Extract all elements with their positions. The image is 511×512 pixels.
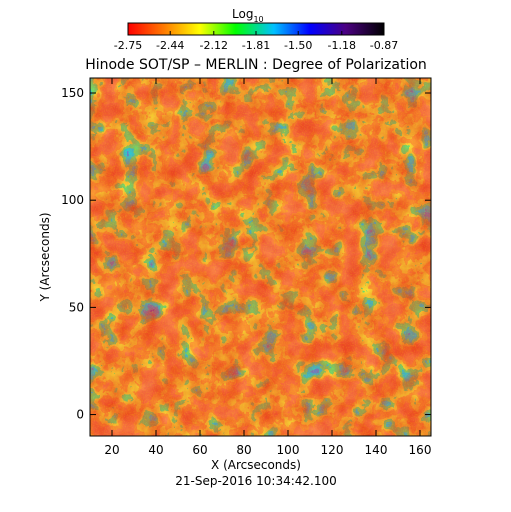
x-tick-label: 60 <box>192 443 207 457</box>
timestamp: 21-Sep-2016 10:34:42.100 <box>175 474 337 488</box>
polarization-map <box>90 78 431 436</box>
x-tick-label: 140 <box>365 443 388 457</box>
colorbar-ticks: -2.75 -2.44 -2.12 -1.81 -1.50 -1.18 -0.87 <box>114 31 398 52</box>
x-tick-label: 40 <box>148 443 163 457</box>
colorbar-tick-label: -1.50 <box>284 39 312 52</box>
y-tick-label: 150 <box>61 86 84 100</box>
x-axis-label: X (Arcseconds) <box>211 458 301 472</box>
y-tick-label: 50 <box>69 300 84 314</box>
y-tick-label: 0 <box>76 408 84 422</box>
plot-title: Hinode SOT/SP – MERLIN : Degree of Polar… <box>85 57 427 73</box>
colorbar-tick-label: -0.87 <box>370 39 398 52</box>
colorbar-label: Log10 <box>232 7 264 24</box>
colorbar-tick-label: -2.75 <box>114 39 142 52</box>
y-axis-label: Y (Arcseconds) <box>38 212 52 302</box>
x-axis-ticks: 20 40 60 80 100 120 140 160 <box>104 78 431 457</box>
x-tick-label: 120 <box>321 443 344 457</box>
colorbar-tick-label: -1.18 <box>328 39 356 52</box>
y-axis-ticks: 0 50 100 150 <box>61 86 431 422</box>
colorbar-tick-label: -2.44 <box>156 39 184 52</box>
x-tick-label: 160 <box>409 443 432 457</box>
x-tick-label: 20 <box>104 443 119 457</box>
plot-frame <box>89 77 432 437</box>
x-tick-label: 80 <box>236 443 251 457</box>
colorbar-tick-label: -2.12 <box>200 39 228 52</box>
y-tick-label: 100 <box>61 193 84 207</box>
x-tick-label: 100 <box>277 443 300 457</box>
colorbar-tick-label: -1.81 <box>242 39 270 52</box>
